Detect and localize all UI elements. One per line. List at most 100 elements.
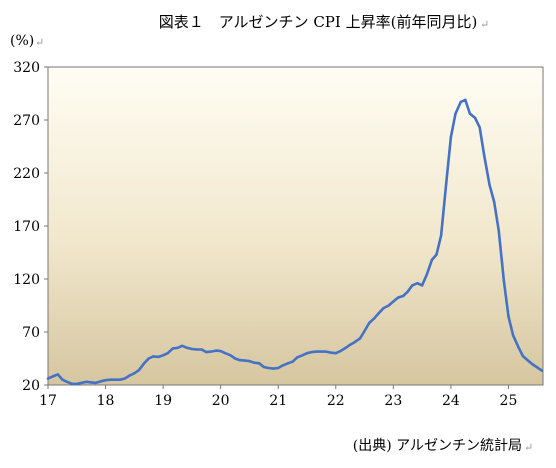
data-point (396, 296, 400, 299)
data-point (445, 181, 448, 184)
data-point (99, 380, 103, 383)
return-mark-icon: ↵ (35, 36, 44, 49)
data-point (166, 352, 169, 355)
data-point (320, 350, 323, 353)
x-tick-label: 21 (269, 393, 287, 409)
data-point (315, 350, 318, 353)
data-point (277, 366, 280, 370)
data-point (416, 282, 419, 285)
data-point (387, 304, 390, 307)
x-tick-label: 24 (442, 393, 460, 409)
data-point (80, 381, 83, 385)
data-point (382, 306, 385, 310)
data-point (296, 356, 299, 359)
data-point (205, 350, 208, 354)
y-tick-label: 170 (13, 219, 40, 235)
y-tick-label: 320 (13, 60, 40, 76)
data-point (75, 382, 78, 386)
data-point (171, 347, 175, 350)
data-point (329, 351, 333, 354)
data-point (65, 380, 69, 384)
data-point (128, 374, 131, 377)
data-point (502, 279, 506, 283)
y-axis: 20 70 120 170 220 270 320 (13, 60, 48, 394)
x-tick-label: 18 (97, 393, 115, 409)
data-point (425, 273, 428, 276)
data-point (94, 381, 97, 385)
data-points (46, 98, 544, 386)
plot-area (47, 66, 544, 386)
data-point (104, 379, 107, 382)
data-point (195, 348, 198, 351)
data-point (176, 346, 179, 350)
data-point (344, 346, 347, 350)
data-point (488, 183, 491, 186)
data-point (123, 377, 126, 380)
data-point (114, 378, 117, 381)
data-point (118, 378, 122, 381)
data-point (439, 234, 443, 237)
data-point (348, 343, 352, 346)
data-point (157, 355, 160, 359)
data-point (233, 357, 237, 360)
data-point (339, 349, 342, 353)
data-point (310, 350, 313, 354)
data-point (526, 358, 529, 362)
x-axis: 17 18 19 20 21 22 23 24 25 (39, 385, 517, 409)
data-point (85, 380, 88, 384)
data-point (243, 359, 247, 362)
data-point (214, 349, 218, 352)
data-point (51, 375, 54, 378)
data-point (229, 354, 232, 357)
data-point (301, 354, 304, 357)
data-point (521, 354, 525, 358)
data-point (377, 311, 381, 315)
data-point (540, 369, 544, 372)
data-point (401, 294, 405, 298)
data-point (180, 344, 184, 347)
data-point (209, 350, 213, 353)
data-point (406, 290, 409, 293)
x-tick-label: 22 (327, 393, 345, 409)
data-point (358, 337, 362, 340)
data-point (492, 200, 496, 203)
data-point (267, 366, 270, 370)
y-tick-label: 270 (13, 113, 40, 129)
data-point (468, 112, 472, 115)
y-tick-label: 220 (13, 166, 40, 182)
data-point (219, 349, 222, 353)
data-point (511, 334, 515, 337)
data-point (353, 340, 356, 344)
data-point (435, 253, 438, 256)
data-point (334, 352, 337, 355)
data-point (430, 258, 434, 262)
y-axis-unit: (%) (10, 33, 34, 49)
data-point (483, 154, 486, 158)
data-point (258, 362, 261, 365)
data-point (190, 347, 194, 351)
data-point (459, 100, 462, 104)
data-point (324, 350, 328, 353)
data-point (272, 367, 275, 370)
y-tick-label: 20 (22, 378, 40, 394)
data-point (536, 366, 539, 369)
data-point (281, 364, 285, 367)
data-point (248, 359, 251, 363)
source-note: (出典) アルゼンチン統計局 (353, 438, 522, 454)
data-point (200, 348, 203, 351)
return-mark-icon: ↵ (524, 441, 533, 454)
x-tick-label: 25 (500, 393, 518, 409)
data-point (411, 284, 414, 287)
x-tick-label: 20 (212, 393, 230, 409)
data-point (392, 300, 395, 303)
data-point (517, 345, 520, 349)
data-point (137, 368, 141, 372)
data-point (238, 358, 241, 362)
data-point (454, 112, 457, 115)
data-point (363, 329, 366, 333)
data-point (133, 372, 136, 375)
data-point (305, 352, 309, 355)
data-point (152, 355, 155, 358)
data-point (473, 116, 477, 120)
data-point (478, 126, 481, 129)
